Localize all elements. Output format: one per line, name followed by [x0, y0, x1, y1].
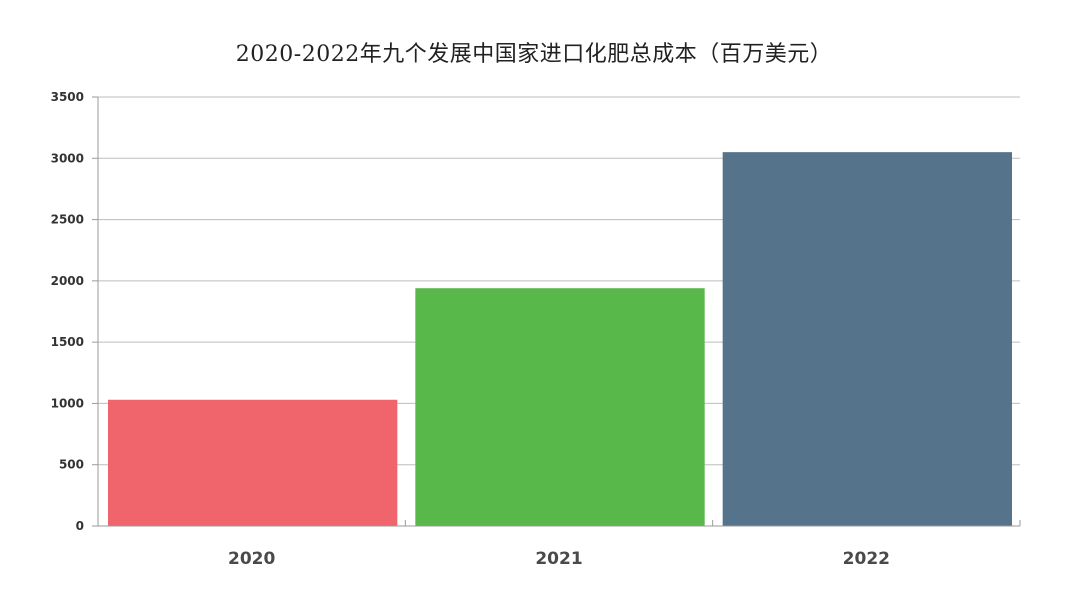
x-tick-label-2020: 2020 [228, 549, 275, 569]
y-tick-label-2500: 2500 [51, 213, 84, 227]
bar-2020 [108, 399, 398, 526]
bars [108, 152, 1012, 526]
bar-2022 [722, 152, 1012, 526]
y-tick-label-3000: 3000 [51, 151, 84, 165]
y-tick-label-3500: 3500 [51, 90, 84, 104]
bar-2021 [415, 288, 705, 526]
y-tick-label-1500: 1500 [51, 335, 84, 349]
axes [92, 96, 1021, 527]
y-tick-label-1000: 1000 [51, 396, 84, 410]
tick-labels: 0 500 1000 1500 2000 2500 3000 3500 2020 2021 2022 [51, 90, 890, 569]
y-tick-label-0: 0 [76, 519, 84, 533]
x-tick-label-2021: 2021 [535, 549, 582, 569]
x-tick-label-2022: 2022 [843, 549, 890, 569]
y-tick-label-2000: 2000 [51, 274, 84, 288]
chart-title: 2020-2022年九个发展中国家进口化肥总成本（百万美元） [235, 42, 833, 67]
y-tick-label-500: 500 [59, 458, 84, 472]
